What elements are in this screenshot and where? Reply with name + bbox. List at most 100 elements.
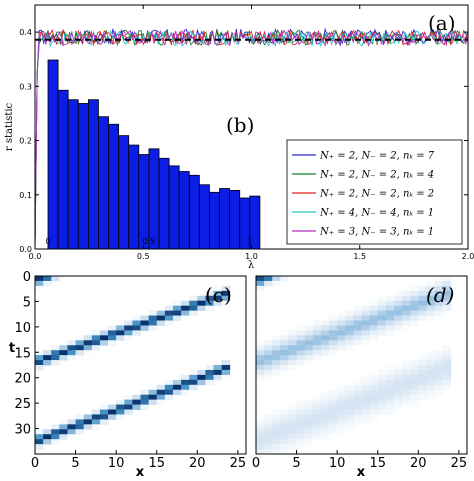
heatmap-cell [337, 404, 346, 410]
heatmap-cell [410, 379, 419, 386]
heatmap-cell [181, 384, 190, 391]
heatmap-cell [256, 285, 265, 292]
x-tick-label: 20 [189, 456, 206, 471]
heatmap-cell [361, 315, 371, 321]
heatmap-cell [189, 384, 198, 391]
heatmap-cell [296, 345, 306, 351]
heatmap-cell [213, 365, 223, 371]
heatmap-cell [35, 360, 44, 366]
heatmap-cell [304, 419, 314, 425]
heatmap-cell [288, 419, 297, 425]
heatmap-cell [256, 419, 265, 425]
heatmap-cell [434, 290, 444, 297]
heatmap-cell [51, 345, 60, 351]
heatmap-cell [426, 290, 435, 297]
heatmap-cell [140, 325, 150, 331]
heatmap-cell [296, 340, 306, 346]
heatmap-cell [288, 439, 297, 445]
heatmap-cell [51, 350, 60, 356]
heatmap-cell [172, 310, 182, 316]
heatmap-cell [140, 389, 150, 396]
heatmap-cell [172, 305, 182, 312]
heatmap-cell [402, 310, 411, 316]
heatmap-cell [426, 369, 435, 376]
heatmap-cell [132, 330, 141, 336]
heatmap-cell [156, 320, 166, 326]
heatmap-cell [418, 369, 427, 376]
heatmap-cell [99, 409, 109, 415]
heatmap-cell [148, 389, 158, 396]
heatmap-cell [393, 290, 403, 297]
heatmap-cell [35, 355, 44, 361]
heatmap-cell [320, 429, 330, 435]
heatmap-cell [434, 389, 444, 396]
heatmap-cell [442, 384, 452, 391]
heatmap-cell [442, 355, 452, 361]
panel-a-legend: N₊ = 2, N₋ = 2, nₖ = 7 N₊ = 2, N₋ = 2, nₖ… [286, 139, 463, 245]
heatmap-cell [312, 434, 322, 440]
heatmap-cell [410, 399, 419, 405]
heatmap-cell [99, 340, 109, 346]
heatmap-cell [329, 399, 338, 405]
heatmap-cell [83, 419, 93, 425]
heatmap-cell [385, 325, 395, 331]
heatmap-cell [410, 360, 419, 366]
heatmap-cell [288, 424, 297, 430]
heatmap-cell [272, 365, 281, 371]
heatmap-cell [393, 310, 403, 316]
heatmap-cell [116, 404, 125, 410]
heatmap-cell [320, 414, 330, 420]
heatmap-cell [256, 429, 265, 435]
heatmap-cell [377, 389, 387, 396]
heatmap-cell [418, 365, 427, 371]
heatmap-cell [51, 424, 60, 430]
heatmap-cell [353, 384, 362, 391]
heatmap-cell [172, 384, 182, 391]
heatmap-cell [35, 350, 44, 356]
heatmap-cell [345, 320, 354, 326]
heatmap-cell [256, 444, 265, 450]
heatmap-cell [132, 404, 141, 410]
heatmap-cell [83, 340, 93, 346]
heatmap-cell [337, 389, 346, 396]
heatmap-cell [51, 434, 60, 440]
panel-c-ticks: 0 5 10 15 20 25 0 5 10 15 20 25 30 [14, 270, 246, 471]
heatmap-cell [434, 360, 444, 366]
heatmap-cell [108, 335, 117, 341]
heatmap-cell [434, 285, 444, 292]
heatmap-cell [442, 360, 452, 366]
heatmap-cell [402, 384, 411, 391]
panel-a-series [34, 27, 469, 250]
heatmap-cell [393, 389, 403, 396]
heatmap-cell [426, 360, 435, 366]
heatmap-cell [288, 365, 297, 371]
heatmap-cell [264, 419, 273, 425]
heatmap-cell [442, 280, 452, 287]
heatmap-cell [361, 340, 371, 346]
heatmap-cell [410, 365, 419, 371]
heatmap-cell [264, 355, 273, 361]
heatmap-cell [205, 379, 214, 386]
heatmap-cell [361, 325, 371, 331]
heatmap-cell [59, 276, 68, 282]
heatmap-cell [124, 325, 133, 331]
heatmap-cell [264, 276, 273, 282]
heatmap-cell [272, 449, 281, 455]
heatmap-cell [312, 345, 322, 351]
heatmap-cell [264, 360, 273, 366]
heatmap-cell [426, 295, 435, 302]
heatmap-cell [377, 320, 387, 326]
heatmap-cell [272, 350, 281, 356]
heatmap-cell [132, 315, 141, 321]
heatmap-cell [345, 414, 354, 420]
heatmap-cell [418, 394, 427, 401]
heatmap-cell [280, 424, 289, 430]
heatmap-cell [442, 379, 452, 386]
heatmap-cell [304, 399, 314, 405]
heatmap-cell [108, 414, 117, 420]
heatmap-cell [116, 414, 125, 420]
heatmap-cell [337, 384, 346, 391]
heatmap-cell [189, 369, 198, 376]
heatmap-cell [181, 300, 190, 307]
heatmap-cell [377, 394, 387, 401]
